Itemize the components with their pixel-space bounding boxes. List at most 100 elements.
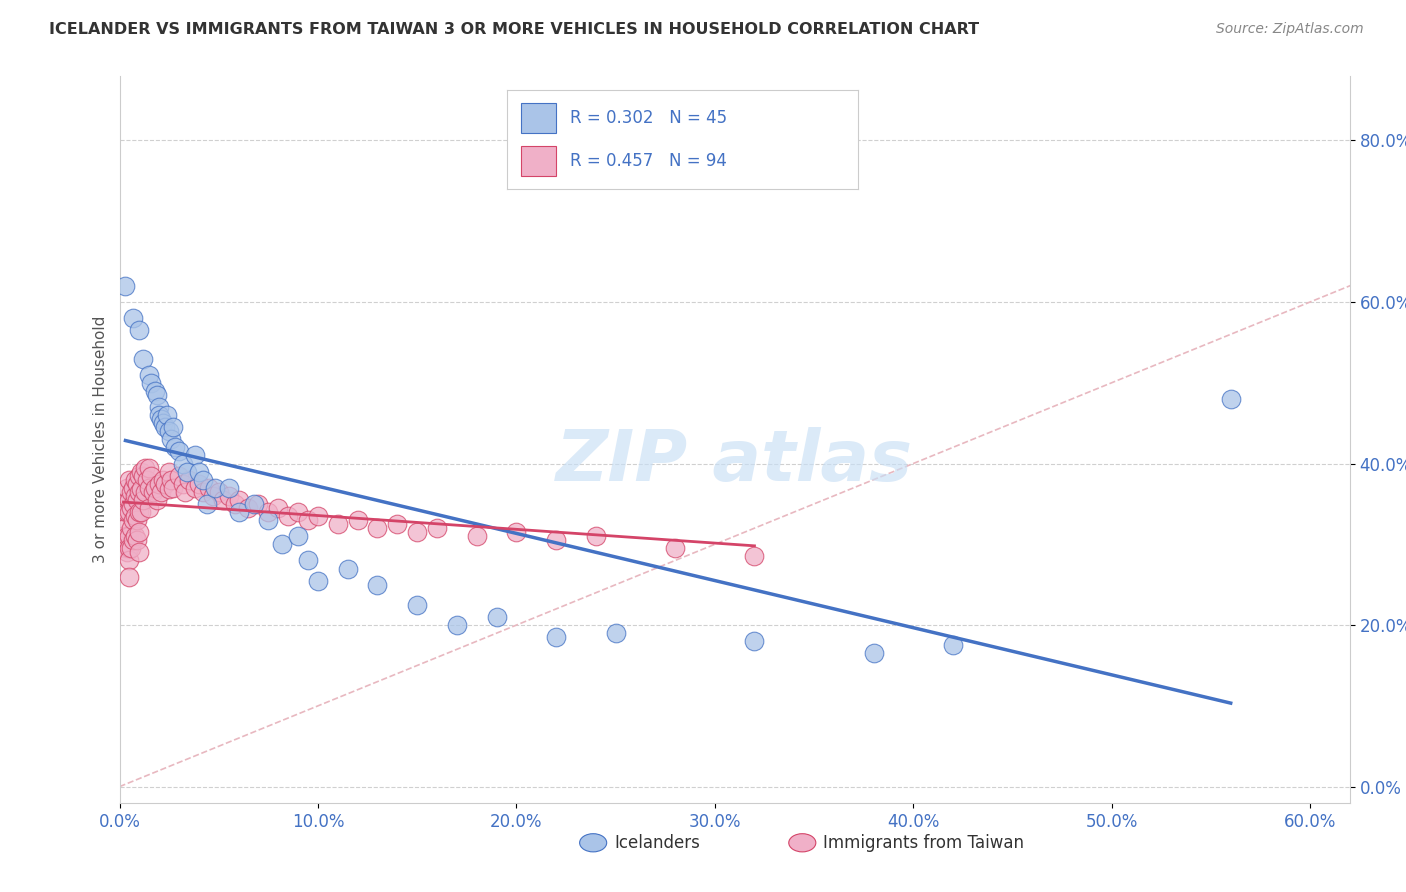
Text: Immigrants from Taiwan: Immigrants from Taiwan [824,834,1024,852]
Point [150,412,173,426]
Point [128,545,150,559]
Point [1219,392,1241,406]
Point [118,473,141,487]
Point [138,500,160,515]
Point [172,476,194,491]
Point [191,484,214,499]
Point [128,505,150,519]
Point [446,618,468,632]
Ellipse shape [789,834,815,852]
Point [117,481,139,495]
Point [114,521,136,535]
Point [122,533,145,548]
Point [160,473,183,487]
Point [307,509,329,524]
Point [152,473,174,487]
Point [124,529,146,543]
Point [112,529,135,543]
Text: ICELANDER VS IMMIGRANTS FROM TAIWAN 3 OR MORE VEHICLES IN HOUSEHOLD CORRELATION : ICELANDER VS IMMIGRANTS FROM TAIWAN 3 OR… [49,22,980,37]
Point [247,497,270,511]
Point [117,545,139,559]
Point [128,468,150,483]
Y-axis label: 3 or more Vehicles in Household: 3 or more Vehicles in Household [93,316,108,563]
Point [118,541,141,556]
Point [118,569,141,583]
Point [138,368,160,382]
Point [128,525,150,540]
Point [117,505,139,519]
Point [124,473,146,487]
Point [187,465,209,479]
Point [118,553,141,567]
Point [257,505,280,519]
Point [143,481,166,495]
Point [134,484,156,499]
Point [366,578,388,592]
Point [942,638,965,652]
Point [138,460,160,475]
Point [156,408,179,422]
Point [122,497,145,511]
Point [862,646,884,660]
Point [218,489,240,503]
Point [544,533,567,548]
Point [118,505,141,519]
Point [165,441,187,455]
Point [167,468,190,483]
Point [142,484,165,499]
Point [124,509,146,524]
Point [153,476,176,491]
Point [122,311,145,326]
Point [218,481,240,495]
Point [114,278,136,293]
Point [120,500,142,515]
Point [406,525,429,540]
Point [120,541,142,556]
Point [148,408,170,422]
Point [127,533,149,548]
Point [336,561,359,575]
Point [131,505,153,519]
Point [184,449,207,463]
Point [132,351,155,366]
Point [132,492,155,507]
Text: Source: ZipAtlas.com: Source: ZipAtlas.com [1216,22,1364,37]
Point [184,481,207,495]
Point [201,489,224,503]
Point [136,473,159,487]
Point [141,468,163,483]
Point [195,497,218,511]
Point [128,323,150,337]
Point [157,465,180,479]
Point [208,484,231,499]
Point [485,610,508,624]
Point [172,457,194,471]
Point [112,497,135,511]
Point [122,481,145,495]
Point [243,497,266,511]
Point [122,513,145,527]
Point [167,444,190,458]
Point [211,492,233,507]
Point [153,420,176,434]
Point [124,489,146,503]
Point [177,473,200,487]
Point [148,400,170,414]
Point [238,500,260,515]
Point [117,529,139,543]
Text: Icelanders: Icelanders [614,834,700,852]
Point [187,476,209,491]
Point [287,505,309,519]
Point [271,537,294,551]
Point [127,492,149,507]
Point [127,476,149,491]
Point [257,513,280,527]
Point [141,376,163,390]
Point [326,517,349,532]
Point [118,529,141,543]
Point [138,481,160,495]
Point [160,432,183,446]
Point [174,484,197,499]
Point [505,525,527,540]
Point [120,521,142,535]
